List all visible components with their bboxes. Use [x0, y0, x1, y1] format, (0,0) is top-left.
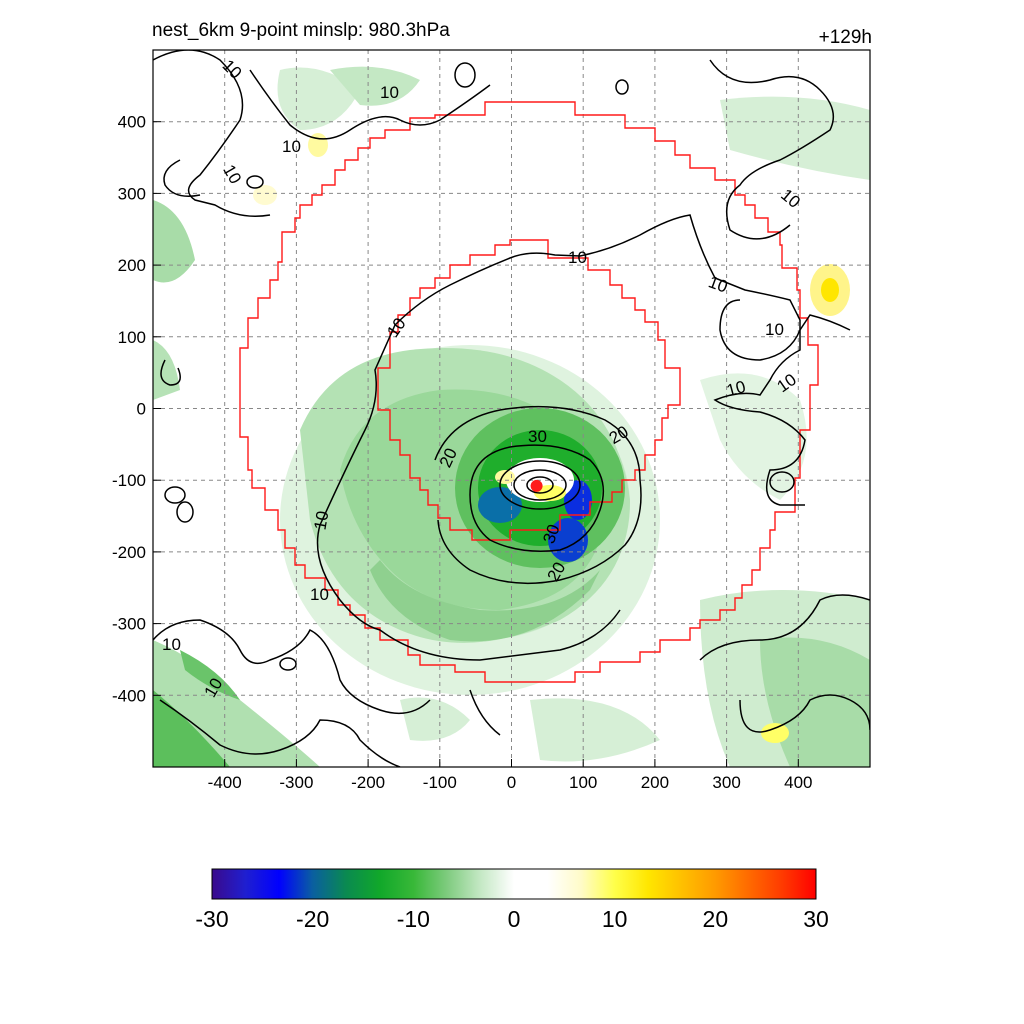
- contour-10-sw: [153, 619, 431, 715]
- contour-10-nw3: [163, 159, 201, 197]
- shade-ne-1: [720, 96, 870, 180]
- contour-small-w2: [176, 501, 194, 523]
- y-axis: 400 300 200 100 0 -100 -200 -300 -400: [112, 113, 161, 705]
- x-tick-label: 200: [641, 773, 669, 792]
- contour-small-e: [769, 471, 795, 493]
- contour-small-n2: [615, 79, 629, 95]
- colorbar-bar: [211, 868, 817, 900]
- contour-label: 10: [765, 320, 784, 339]
- contour-label: 10: [162, 635, 181, 654]
- y-tick-label: -100: [112, 471, 146, 490]
- shade-nw-1: [277, 67, 360, 130]
- storm-center-marker: [530, 479, 543, 492]
- x-tick-label: -300: [279, 773, 313, 792]
- contour-label: 10: [310, 509, 332, 531]
- contour-10-e: [719, 299, 851, 361]
- contour-10-s: [469, 689, 501, 736]
- contour-inner-1: [499, 460, 581, 510]
- x-tick-label: -100: [423, 773, 457, 792]
- colorbar-labels: -30 -20 -10 0 10 20 30: [195, 906, 828, 932]
- contour-label: 10: [380, 83, 399, 102]
- contour-small-n: [454, 62, 476, 88]
- shade-eye-yellow: [534, 485, 566, 501]
- contour-10-sw2: [159, 699, 401, 767]
- inner-domain-boundary: [377, 239, 681, 541]
- outer-domain-boundary: [239, 101, 819, 683]
- colorbar-tick-label: 30: [803, 906, 829, 932]
- contour-label: 10: [568, 248, 587, 267]
- x-tick-label: 400: [784, 773, 812, 792]
- y-tick-label: -300: [112, 615, 146, 634]
- colorbar-tick-label: 20: [703, 906, 729, 932]
- x-tick-label: 100: [569, 773, 597, 792]
- contour-10-se: [699, 594, 870, 661]
- contour-small-sw: [279, 657, 297, 671]
- colorbar-tick-label: 0: [508, 906, 521, 932]
- shade-nw-yellow-3: [253, 185, 277, 205]
- contour-label: 10: [310, 585, 329, 604]
- colorbar-tick-label: 10: [602, 906, 628, 932]
- y-tick-label: 0: [137, 400, 146, 419]
- x-axis: -400 -300 -200 -100 0 100 200 300 400: [208, 759, 812, 792]
- contour-10-nw: [153, 50, 271, 217]
- contour-10-south: [316, 524, 621, 661]
- y-tick-label: -200: [112, 543, 146, 562]
- shade-core-blue-s: [548, 518, 588, 562]
- domain-boundaries: [239, 101, 819, 683]
- contour-label: 30: [528, 427, 547, 446]
- colorbar: -30 -20 -10 0 10 20 30: [195, 868, 829, 932]
- y-tick-label: 300: [118, 184, 146, 203]
- x-tick-label: 0: [507, 773, 516, 792]
- y-tick-label: 100: [118, 328, 146, 347]
- contour-inner-2: [513, 469, 567, 501]
- shade-sw-3: [180, 650, 240, 700]
- x-tick-label: -200: [351, 773, 385, 792]
- contour-30: [469, 444, 605, 552]
- contour-small-w: [164, 486, 186, 504]
- contour-lines: [153, 50, 870, 767]
- shade-core-blue-e: [564, 480, 592, 520]
- contour-20: [434, 405, 642, 585]
- colorbar-tick-label: -30: [195, 906, 228, 932]
- shade-w-1: [153, 200, 195, 283]
- y-tick-label: -400: [112, 686, 146, 705]
- shade-band-south: [370, 560, 600, 642]
- y-tick-label: 400: [118, 113, 146, 132]
- colorbar-tick-label: -10: [397, 906, 430, 932]
- shade-n-1: [330, 66, 420, 106]
- chart-title: nest_6km 9-point minslp: 980.3hPa: [152, 20, 450, 41]
- contour-10-main: [319, 214, 806, 526]
- contour-10-w: [160, 359, 181, 386]
- contour-small-nw: [246, 175, 264, 189]
- forecast-hour-label: +129h: [818, 27, 872, 48]
- shade-s-2: [530, 698, 660, 762]
- shade-se-yellow: [761, 723, 789, 743]
- shade-ne-yellow-core: [821, 278, 839, 302]
- colorbar-tick-label: -20: [296, 906, 329, 932]
- contour-10-ne: [709, 59, 835, 240]
- contour-label: 10: [282, 137, 301, 156]
- contour-10-se2: [739, 694, 870, 733]
- contour-10-nw2: [249, 69, 491, 140]
- y-tick-label: 200: [118, 256, 146, 275]
- contour-label: 10: [724, 377, 747, 400]
- x-tick-label: -400: [208, 773, 242, 792]
- contour-inner-3: [526, 476, 554, 494]
- x-tick-label: 300: [712, 773, 740, 792]
